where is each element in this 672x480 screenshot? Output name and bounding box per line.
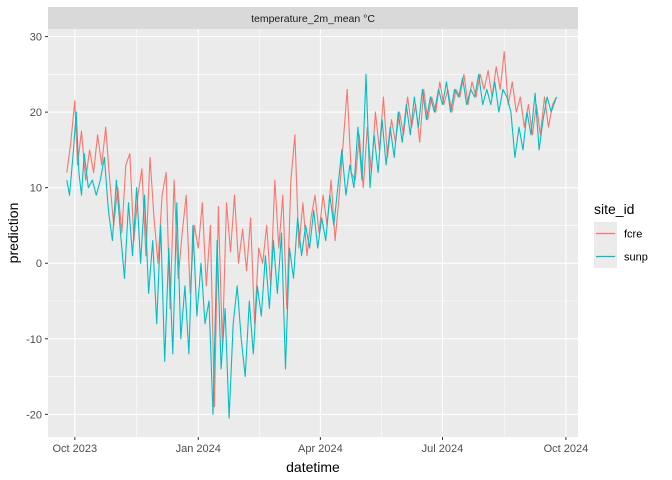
y-axis: -20 -10 0 10 20 30 — [26, 32, 48, 421]
x-tick-label: Jul 2024 — [422, 443, 464, 455]
y-tick-label: 0 — [36, 258, 42, 270]
x-tick-label: Oct 2024 — [544, 443, 589, 455]
y-axis-title: prediction — [5, 203, 21, 264]
series-line-sunp — [66, 73, 558, 419]
x-tick-label: Oct 2023 — [53, 443, 98, 455]
x-tick-label: Apr 2024 — [298, 443, 343, 455]
series-layer — [66, 51, 558, 419]
legend-label-sunp: sunp — [624, 252, 648, 264]
series-line-fcre — [66, 51, 557, 408]
legend-label-fcre: fcre — [624, 229, 642, 241]
legend: site_id fcre sunp — [594, 201, 648, 268]
facet-strip-label: temperature_2m_mean °C — [251, 13, 375, 25]
grid-minor — [48, 29, 578, 437]
y-tick-label: -20 — [26, 409, 42, 421]
facet-strip — [48, 7, 578, 29]
x-axis-title: datetime — [286, 459, 340, 475]
legend-title: site_id — [594, 201, 634, 217]
x-tick-label: Jan 2024 — [176, 443, 221, 455]
plot-background — [48, 29, 578, 437]
x-axis: Oct 2023 Jan 2024 Apr 2024 Jul 2024 Oct 2024 — [53, 437, 589, 455]
y-tick-label: -10 — [26, 334, 42, 346]
y-tick-label: 20 — [30, 107, 42, 119]
y-tick-label: 10 — [30, 183, 42, 195]
y-tick-label: 30 — [30, 32, 42, 44]
